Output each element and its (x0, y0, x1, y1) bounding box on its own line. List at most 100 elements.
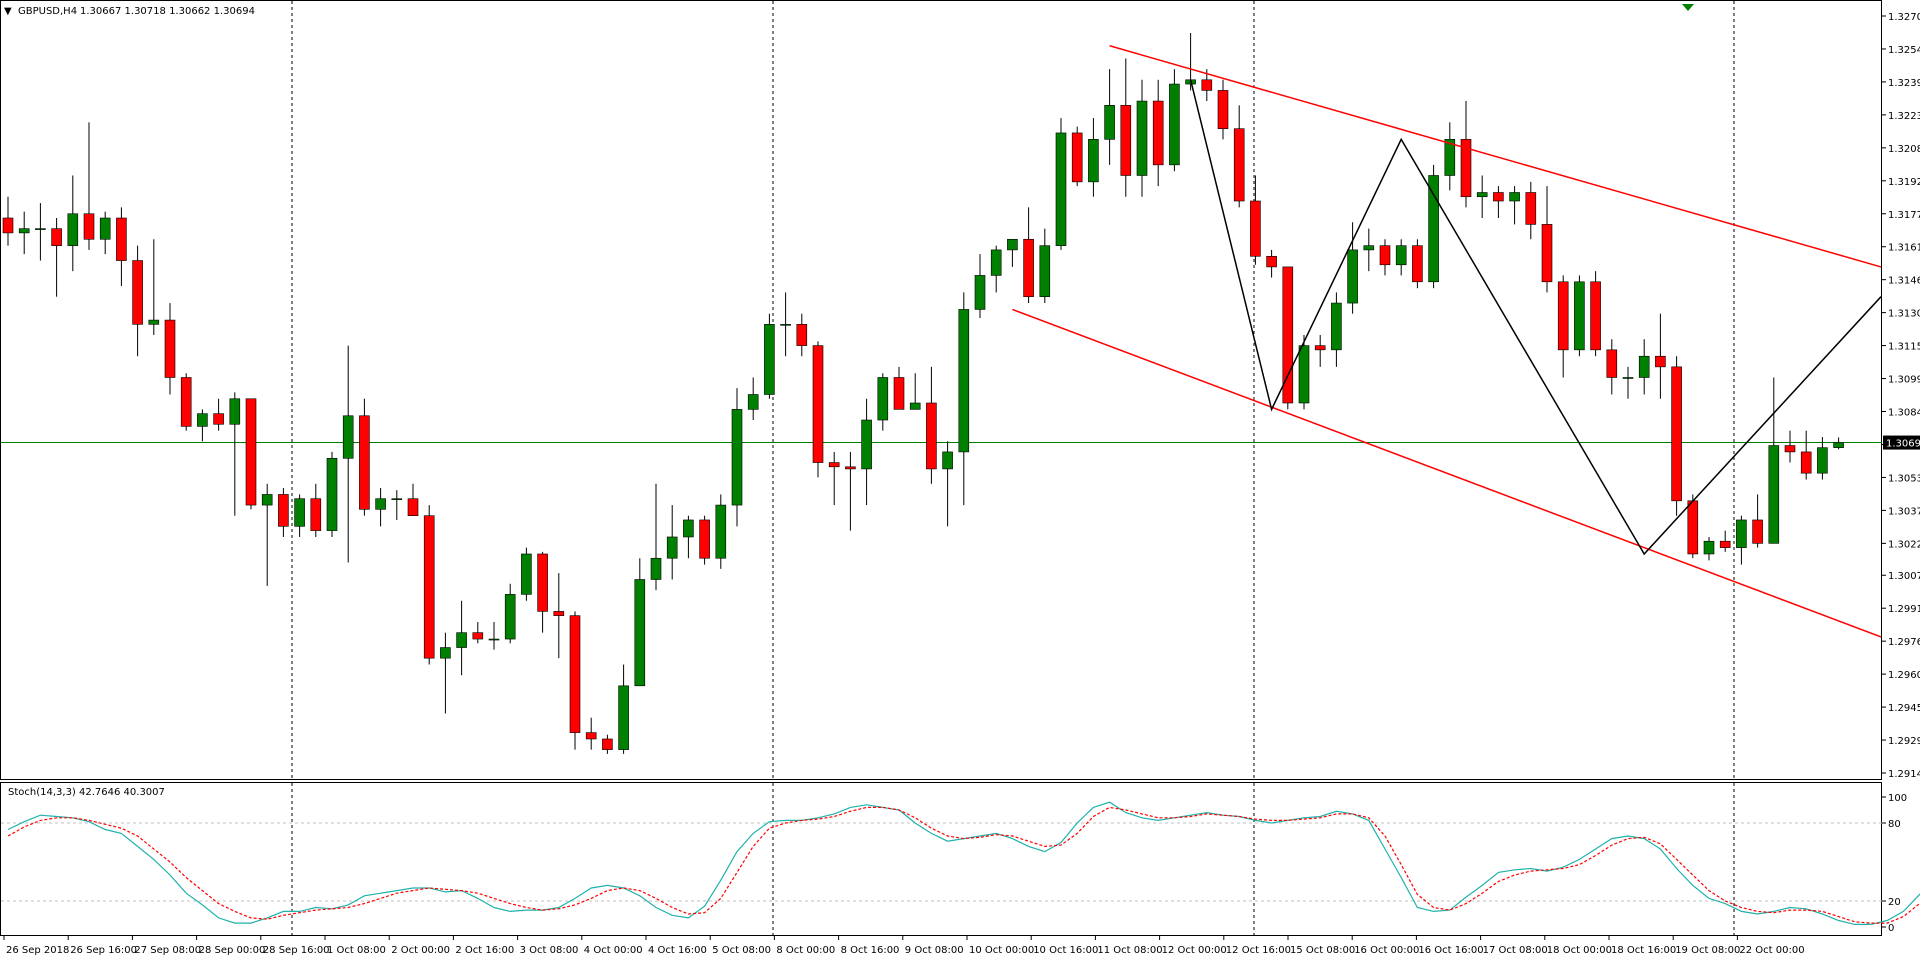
candle-body (1687, 500, 1699, 555)
price-tick-label: 1.29450 (1888, 703, 1920, 714)
candle-body (148, 319, 160, 325)
candle-body (990, 249, 1002, 276)
grid (291, 1, 1735, 935)
candle-body (18, 228, 30, 234)
candle-body (132, 260, 143, 325)
candle (909, 373, 921, 410)
candle (35, 203, 46, 261)
stochastic-lines (7, 801, 1920, 926)
stoch-tick-label: 100 (1888, 793, 1907, 804)
candle-body (845, 466, 856, 470)
candle (1509, 186, 1520, 225)
candle (342, 345, 354, 563)
candle-body (747, 394, 759, 410)
candle (1444, 122, 1456, 191)
candle (1314, 334, 1326, 367)
time-tick-label: 8 Oct 00:00 (776, 945, 835, 956)
candle (1055, 118, 1067, 250)
candle-body (731, 409, 743, 506)
candle (1622, 366, 1634, 399)
candle-body (1088, 139, 1099, 183)
candle-body (1055, 132, 1067, 246)
candle (229, 392, 241, 516)
time-tick-label: 26 Sep 16:00 (70, 945, 137, 956)
candle-body (391, 498, 403, 500)
candle-body (1071, 132, 1083, 183)
candle-body (1298, 345, 1310, 404)
candle-body (229, 398, 241, 425)
candle (780, 292, 791, 357)
time-tick-label: 22 Oct 00:00 (1739, 945, 1804, 956)
candle-body (456, 632, 467, 648)
price-tick-label: 1.31615 (1888, 243, 1920, 254)
candle (974, 254, 986, 318)
candle-body (67, 213, 79, 246)
candle-body (974, 275, 986, 310)
current-price-label: 1.30694 (1886, 439, 1920, 450)
candle (861, 398, 872, 506)
candle-body (1590, 281, 1601, 351)
candle (585, 717, 597, 750)
candle (1784, 430, 1796, 463)
candle-body (1363, 245, 1375, 251)
candle (1412, 239, 1423, 289)
candle (618, 664, 629, 754)
candle (1476, 175, 1488, 219)
candle (197, 409, 208, 442)
price-tick-label: 1.30220 (1888, 539, 1920, 550)
candle-body (1800, 451, 1812, 474)
candle (650, 483, 662, 591)
time-tick-label: 11 Oct 08:00 (1097, 945, 1162, 956)
price-tick-label: 1.29140 (1888, 769, 1920, 780)
candle-body (1169, 83, 1180, 166)
candle-body (958, 309, 970, 453)
candle (51, 218, 62, 297)
price-tick-label: 1.29295 (1888, 736, 1920, 747)
collapse-arrow-icon[interactable]: ▼ (4, 6, 12, 17)
stoch-tick-label: 0 (1888, 923, 1894, 934)
candle-body (1233, 128, 1245, 202)
candle-body (634, 579, 646, 687)
candle-body (35, 228, 46, 230)
candle (1557, 275, 1569, 378)
price-tick-label: 1.32390 (1888, 78, 1920, 89)
candle (148, 239, 160, 335)
symbol-label: GBPUSD,H4 (18, 6, 77, 17)
candle-body (1217, 90, 1229, 129)
candle (310, 483, 322, 537)
candle (845, 451, 856, 531)
stoch-label: Stoch(14,3,3) 42.7646 40.3007 (8, 787, 165, 798)
price-tick-label: 1.29760 (1888, 637, 1920, 648)
candle-body (1347, 249, 1358, 304)
candle (164, 303, 176, 395)
candle (602, 734, 613, 754)
price-tick-label: 1.30070 (1888, 571, 1920, 582)
time-tick-label: 10 Oct 00:00 (969, 945, 1034, 956)
chart-shift-marker-icon[interactable] (1682, 4, 1694, 11)
candle-body (375, 498, 386, 510)
candle (1201, 69, 1213, 102)
candle (1104, 69, 1115, 165)
price-tick-label: 1.31305 (1888, 309, 1920, 320)
candle-body (488, 638, 500, 641)
candle-body (553, 611, 565, 616)
candle-body (1671, 366, 1682, 502)
candle (958, 292, 970, 506)
candle-body (1266, 255, 1277, 268)
time-tick-label: 12 Oct 00:00 (1162, 945, 1227, 956)
trendlines[interactable] (1012, 45, 1882, 638)
time-tick-label: 16 Oct 00:00 (1354, 945, 1419, 956)
candle-body (1331, 302, 1342, 351)
candle-body (51, 228, 62, 246)
time-tick-label: 9 Oct 08:00 (905, 945, 964, 956)
time-tick-label: 2 Oct 16:00 (455, 945, 514, 956)
candle (569, 611, 581, 750)
time-tick-label: 16 Oct 16:00 (1418, 945, 1483, 956)
time-tick-label: 2 Oct 00:00 (391, 945, 450, 956)
candle-body (569, 615, 581, 733)
candle-body (893, 377, 905, 410)
price-tick-label: 1.30375 (1888, 506, 1920, 517)
candle-body (1784, 445, 1796, 453)
candle (2, 196, 14, 246)
